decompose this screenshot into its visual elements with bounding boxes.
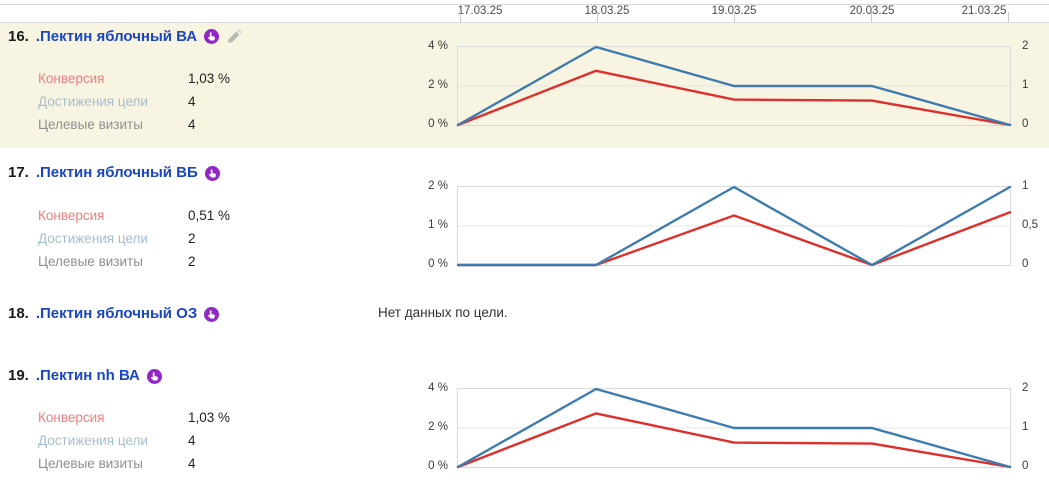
- goal-link[interactable]: .Пектин яблочный ОЗ: [35, 305, 198, 322]
- date-label: 17.03.25: [457, 5, 503, 17]
- stat-value: 4: [188, 456, 196, 471]
- tap-hand-icon[interactable]: [146, 368, 162, 384]
- stat-label: Конверсия: [38, 410, 105, 425]
- y-axis-right-tick: 0: [1022, 460, 1029, 472]
- stat-label: Целевые визиты: [38, 456, 143, 471]
- axis-tick: [597, 12, 598, 22]
- y-axis-right-tick: 1: [1022, 421, 1029, 433]
- stat-value: 1,03 %: [188, 71, 231, 86]
- y-axis-left-tick: 4 %: [428, 40, 448, 52]
- stat-conversion: Конверсия 1,03 %: [38, 410, 230, 433]
- stat-label: Конверсия: [38, 71, 105, 86]
- stat-label: Целевые визиты: [38, 254, 143, 269]
- goal-stats: Конверсия 1,03 % Достижения цели 4 Целев…: [38, 410, 230, 479]
- goal-link[interactable]: .Пектин яблочный ВБ: [35, 164, 198, 181]
- stat-value: 4: [188, 94, 196, 109]
- stat-conversion: Конверсия 1,03 %: [38, 71, 230, 94]
- stat-goal-reaches: Достижения цели 4: [38, 94, 230, 117]
- axis-tick: [1008, 12, 1009, 22]
- stat-label: Конверсия: [38, 208, 105, 223]
- goal-row-19: 19. .Пектин nh ВА Конверсия 1,03 % Дости…: [0, 352, 1049, 489]
- goal-link[interactable]: .Пектин яблочный ВА: [35, 27, 198, 45]
- goal-row-16: 16. .Пектин яблочный ВА Конверсия 1,03 %…: [0, 23, 1049, 148]
- date-label: 19.03.25: [711, 5, 757, 17]
- stat-value: 2: [188, 231, 196, 246]
- y-axis-right-tick: 0: [1022, 118, 1029, 130]
- goal-trend-chart: [456, 45, 1012, 127]
- axis-tick: [460, 12, 461, 22]
- y-axis-left-tick: 0 %: [428, 460, 448, 472]
- no-data-message: Нет данных по цели.: [378, 305, 508, 320]
- stat-value: 0,51 %: [188, 208, 231, 223]
- y-axis-right-tick: 0,5: [1022, 219, 1038, 231]
- stat-label: Достижения цели: [38, 231, 148, 246]
- goal-row-17: 17. .Пектин яблочный ВБ Конверсия 0,51 %…: [0, 148, 1049, 290]
- date-label: 18.03.25: [584, 5, 630, 17]
- stat-label: Достижения цели: [38, 94, 148, 109]
- goal-number: 17.: [8, 164, 29, 181]
- stat-label: Целевые визиты: [38, 117, 143, 132]
- axis-tick: [734, 12, 735, 22]
- y-axis-right-tick: 0: [1022, 258, 1029, 270]
- edit-pencil-icon[interactable]: [226, 29, 242, 45]
- tap-hand-icon[interactable]: [204, 165, 220, 181]
- tap-hand-icon[interactable]: [204, 29, 220, 44]
- goal-stats: Конверсия 0,51 % Достижения цели 2 Целев…: [38, 208, 230, 277]
- y-axis-left-tick: 2 %: [428, 180, 448, 192]
- goal-number: 16.: [8, 27, 29, 45]
- y-axis-left-tick: 0 %: [428, 258, 448, 270]
- axis-tick: [871, 12, 872, 22]
- y-axis-right-tick: 2: [1022, 40, 1029, 52]
- goal-link[interactable]: .Пектин nh ВА: [35, 367, 140, 384]
- stat-goal-visits: Целевые визиты 2: [38, 254, 230, 277]
- stat-goal-visits: Целевые визиты 4: [38, 456, 230, 479]
- stat-conversion: Конверсия 0,51 %: [38, 208, 230, 231]
- goal-row-18: 18. .Пектин яблочный ОЗ Нет данных по це…: [0, 290, 1049, 352]
- stat-value: 4: [188, 433, 196, 448]
- date-label: 20.03.25: [849, 5, 895, 17]
- goal-stats: Конверсия 1,03 % Достижения цели 4 Целев…: [38, 71, 230, 140]
- stat-goal-reaches: Достижения цели 2: [38, 231, 230, 254]
- tap-hand-icon[interactable]: [204, 306, 220, 322]
- header-divider: [0, 22, 1049, 23]
- y-axis-right-tick: 1: [1022, 180, 1029, 192]
- y-axis-left-tick: 2 %: [428, 421, 448, 433]
- goal-trend-chart: [456, 185, 1012, 267]
- goal-number: 18.: [8, 305, 29, 322]
- top-divider: [0, 4, 1049, 5]
- y-axis-left-tick: 0 %: [428, 118, 448, 130]
- stat-value: 2: [188, 254, 196, 269]
- y-axis-left-tick: 2 %: [428, 79, 448, 91]
- date-label: 21.03.25: [961, 5, 1007, 17]
- y-axis-right-tick: 2: [1022, 382, 1029, 394]
- stat-label: Достижения цели: [38, 433, 148, 448]
- y-axis-left-tick: 1 %: [428, 219, 448, 231]
- stat-goal-visits: Целевые визиты 4: [38, 117, 230, 140]
- stat-value: 4: [188, 117, 196, 132]
- stat-value: 1,03 %: [188, 410, 231, 425]
- goal-trend-chart: [456, 387, 1012, 469]
- y-axis-right-tick: 1: [1022, 79, 1029, 91]
- y-axis-left-tick: 4 %: [428, 382, 448, 394]
- stat-goal-reaches: Достижения цели 4: [38, 433, 230, 456]
- goal-number: 19.: [8, 367, 29, 384]
